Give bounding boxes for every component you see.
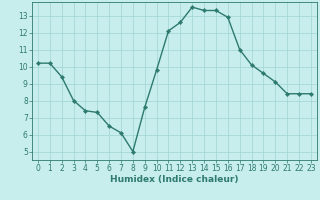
- X-axis label: Humidex (Indice chaleur): Humidex (Indice chaleur): [110, 175, 239, 184]
